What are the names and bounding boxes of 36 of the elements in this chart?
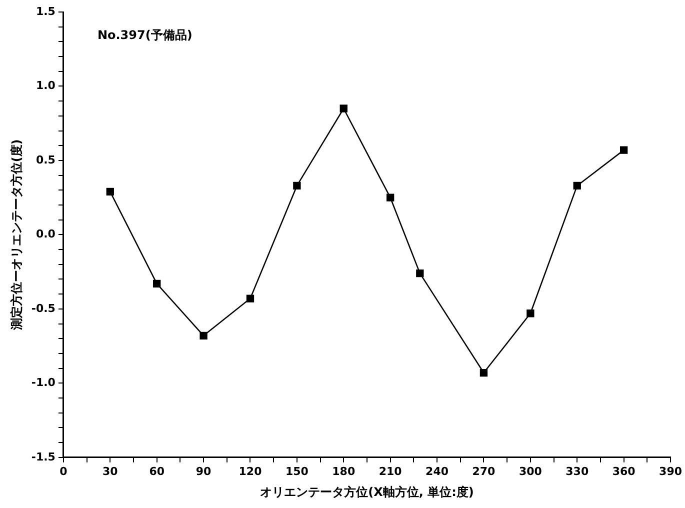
point [340,104,348,112]
x-tick-label: 210 [378,464,402,478]
point [480,368,488,377]
x-tick-label: 0 [60,464,68,478]
point [620,146,628,154]
point [416,269,424,278]
y-tick-label: -1.5 [31,450,56,464]
point [386,194,394,202]
point [200,332,208,340]
point [106,188,114,196]
y-tick-label: 0.0 [36,228,56,241]
y-tick-label: -0.5 [31,302,56,315]
x-tick-label: 120 [238,464,262,478]
y-tick-label: -1.0 [31,376,56,390]
y-tick-label: 1.0 [36,79,56,92]
y-tick-label: 0.5 [36,153,56,166]
x-tick-label: 150 [285,464,309,478]
point [153,280,161,288]
x-tick-label: 30 [102,464,118,478]
point [246,294,254,302]
point [293,182,301,190]
point [573,182,581,190]
x-tick-label: 390 [659,464,682,478]
y-tick-label: 1.5 [36,4,56,18]
point [526,310,534,318]
x-tick-label: 330 [566,464,589,478]
x-axis-title: オリエンテータ方位(X軸方位, 単位:度) [260,484,474,499]
y-axis-title: 測定方位ーオリエンテータ方位(度) [9,139,24,332]
x-tick-label: 300 [518,464,542,478]
x-tick-label: 360 [612,464,636,478]
x-tick-label: 180 [332,464,356,478]
x-tick-label: 90 [196,464,212,478]
x-tick-label: 60 [149,464,165,478]
text: No.397(予備品) [97,28,192,42]
x-tick-label: 270 [472,464,496,478]
x-tick-label: 240 [426,464,449,478]
